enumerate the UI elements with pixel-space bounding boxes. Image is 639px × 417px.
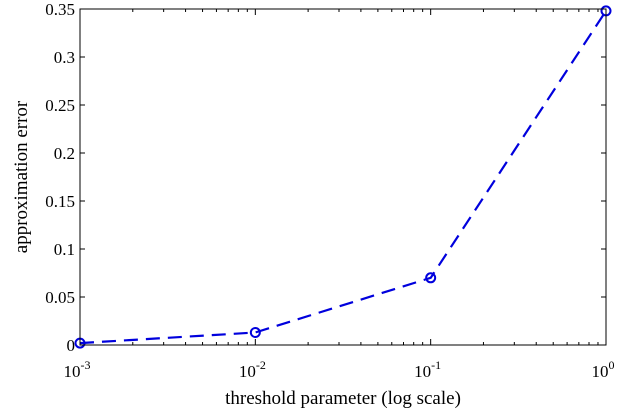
plot-series [74,5,612,349]
y-tick-label: 0.15 [45,192,75,211]
y-tick-label: 0.2 [54,144,75,163]
y-tick-label: 0.05 [45,288,75,307]
y-axis-label: approximation error [11,100,32,253]
data-point-marker [425,272,437,284]
y-tick-label: 0.35 [45,0,75,19]
plot-frame [79,8,607,346]
y-axis-ticks: 0 0.05 0.1 0.15 0.2 0.25 0.3 0.35 [45,0,606,355]
x-tick-label: 100 [592,358,615,381]
x-axis-label: threshold parameter (log scale) [225,388,461,409]
y-tick-label: 0.1 [54,240,75,259]
y-tick-label: 0.25 [45,96,75,115]
x-tick-label: 10-2 [239,358,266,381]
data-point-marker [249,327,261,339]
x-tick-label: 10-1 [414,358,441,381]
x-axis-ticks: 10-3 10-2 10-1 100 [64,9,615,381]
series-line [79,10,607,345]
y-tick-label: 0.3 [54,48,75,67]
y-tick-label: 0 [67,336,76,355]
x-tick-label: 10-3 [64,358,91,381]
